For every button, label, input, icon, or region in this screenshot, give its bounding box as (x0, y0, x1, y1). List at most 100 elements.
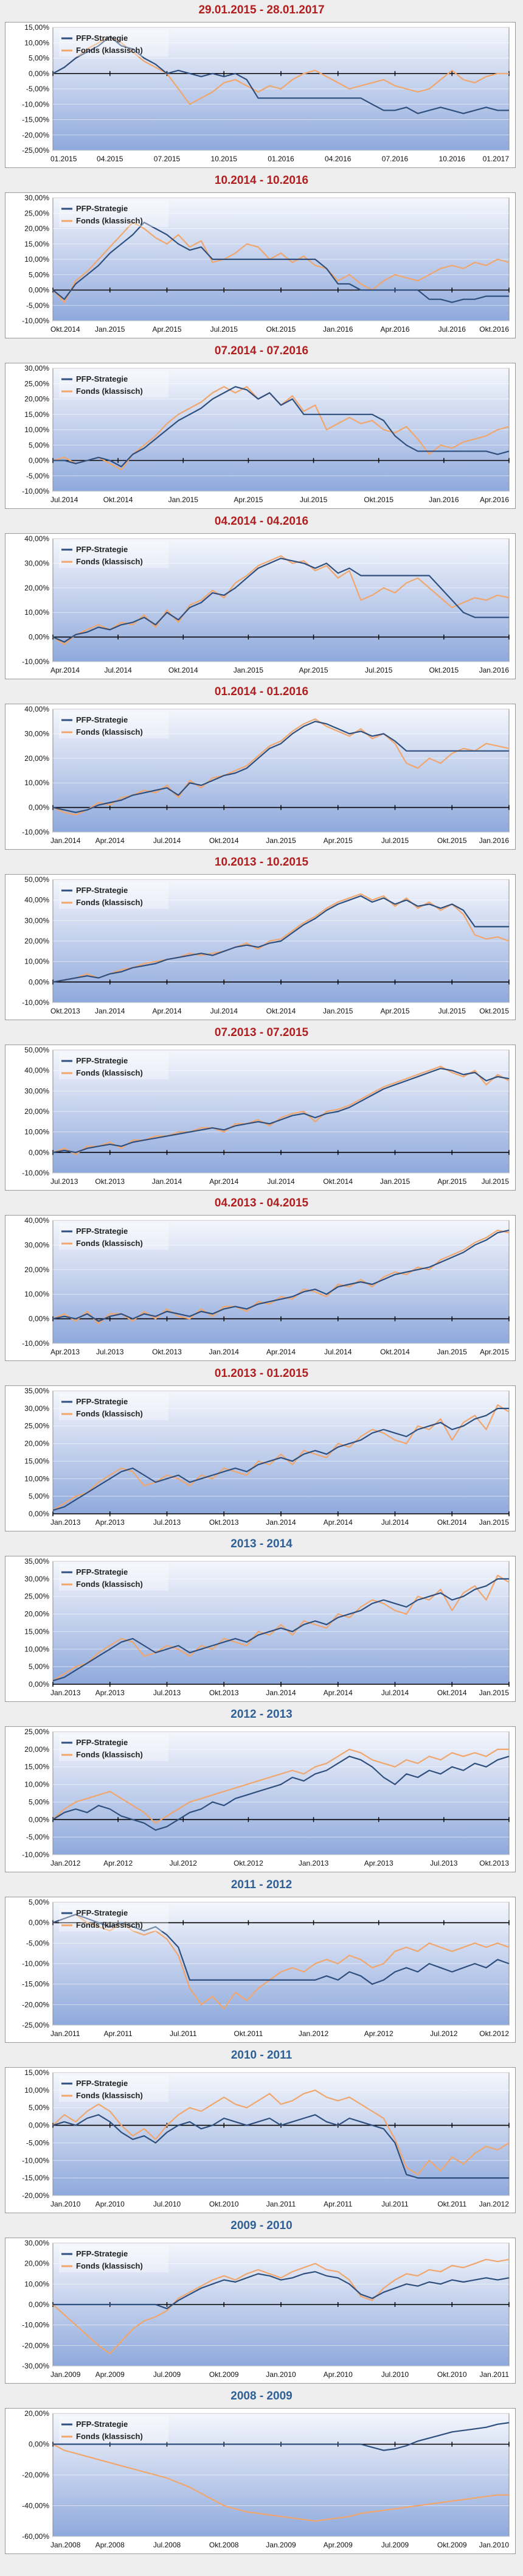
legend (59, 2416, 168, 2443)
x-tick-label: Okt.2014 (323, 1177, 353, 1186)
y-tick-label: 40,00% (24, 534, 49, 543)
x-tick-label: Jan.2010 (479, 2541, 510, 2549)
x-tick-label: Okt.2015 (479, 1007, 509, 1015)
legend (59, 541, 168, 568)
line-chart: -10,00% 0,00% 10,00% 20,00% 30,00% 40,00% 50,0… (22, 875, 510, 1015)
y-tick-label: -10,00% (22, 2156, 49, 2165)
chart-frame: -10,00% 0,00% 10,00% 20,00% 30,00% 40,00% Apr.… (5, 1215, 516, 1361)
chart-title: 2013 - 2014 (230, 1538, 293, 1550)
legend (59, 712, 168, 738)
series-line-fonds (52, 36, 509, 105)
y-tick-label: 40,00% (24, 705, 49, 713)
series-line-pfp (52, 1755, 510, 1831)
y-tick-label: 10,00% (24, 255, 49, 264)
y-tick-label: -10,00% (22, 998, 49, 1007)
x-tick-label: Apr.2010 (324, 2370, 353, 2379)
chart-block-5: 01.2014 - 01.2016 -10,00% 0,00% 10,00% 20,00… (0, 684, 523, 855)
x-tick-label: Apr.2010 (95, 2200, 125, 2208)
x-tick-label: Jan.2014 (209, 1348, 240, 1356)
x-tick-label: Apr.2015 (299, 666, 328, 674)
x-tick-label: Jan.2014 (266, 1518, 296, 1527)
legend-label: Fonds (klassisch) (76, 557, 143, 566)
series-line-fonds (52, 2258, 510, 2354)
y-tick-label: -10,00% (22, 317, 49, 325)
y-tick-label: 20,00% (24, 225, 49, 233)
y-tick-label: 5,00% (29, 270, 49, 279)
x-tick-label: Jul.2014 (381, 1689, 409, 1697)
chart-block-8: 04.2013 - 04.2015 -10,00% 0,00% 10,00% 20,00… (0, 1195, 523, 1366)
x-tick-label: Okt.2012 (479, 2029, 509, 2038)
x-tick-label: Okt.2014 (437, 1518, 467, 1527)
chart-frame: -10,00% -5,00% 0,00% 5,00% 10,00% 15,00% 20,00… (5, 363, 516, 509)
x-tick-label: Okt.2014 (103, 495, 133, 504)
chart-block-14: 2009 - 2010 -30,00% -20,00% -10,00% 0,00% 10,… (0, 2218, 523, 2389)
legend-label: PFP-Strategie (76, 1227, 128, 1236)
x-tick-label: Okt.2016 (479, 325, 509, 334)
plot-area (52, 538, 510, 662)
chart-frame: -25,00% -20,00% -15,00% -10,00% -5,00% 0,00% 5… (5, 1897, 516, 2043)
y-tick-label: -10,00% (22, 2321, 49, 2329)
chart-title: 04.2013 - 04.2015 (214, 1197, 309, 1209)
series-line-fonds (52, 1404, 510, 1511)
legend-label: PFP-Strategie (76, 374, 128, 383)
chart-frame: -10,00% 0,00% 10,00% 20,00% 30,00% 40,00% Jan.… (5, 704, 516, 850)
chart-frame: 0,00% 5,00% 10,00% 15,00% 20,00% 25,00% 30,00%… (5, 1556, 516, 1702)
line-chart: -10,00% 0,00% 10,00% 20,00% 30,00% 40,00% Apr.… (22, 1216, 510, 1356)
x-tick-label: Okt.2010 (209, 2200, 239, 2208)
y-tick-label: 30,00% (24, 559, 49, 567)
legend-label: Fonds (klassisch) (76, 216, 143, 225)
y-tick-label: 5,00% (29, 54, 49, 63)
legend-label: PFP-Strategie (76, 1567, 128, 1577)
x-tick-label: Okt.2011 (234, 2029, 263, 2038)
series-line-pfp (52, 36, 509, 114)
legend-label: Fonds (klassisch) (76, 727, 143, 737)
y-tick-label: -10,00% (22, 487, 49, 495)
x-tick-label: 10.2016 (439, 155, 466, 163)
y-tick-label: 30,00% (24, 2239, 49, 2247)
line-chart: -10,00% 0,00% 10,00% 20,00% 30,00% 40,00% Jan.… (22, 705, 510, 845)
y-tick-label: 20,00% (24, 937, 49, 945)
y-tick-label: 0,00% (29, 457, 49, 465)
chart-block-7: 07.2013 - 07.2015 -10,00% 0,00% 10,00% 20,00… (0, 1025, 523, 1195)
y-tick-label: 10,00% (24, 1780, 49, 1789)
x-tick-label: Okt.2013 (209, 1689, 239, 1697)
chart-frame: -30,00% -20,00% -10,00% 0,00% 10,00% 20,00% 30… (5, 2238, 516, 2384)
x-tick-label: Okt.2013 (95, 1177, 125, 1186)
legend-label: Fonds (klassisch) (76, 898, 143, 907)
x-tick-label: Jan.2015 (437, 1348, 468, 1356)
y-tick-label: -15,00% (22, 1980, 49, 1989)
x-tick-label: Jul.2010 (381, 2370, 409, 2379)
chart-block-1: 29.01.2015 - 28.01.2017 -25,00% -20,00% -15… (0, 2, 523, 173)
legend (59, 1223, 168, 1250)
y-tick-label: 5,00% (29, 1797, 49, 1806)
legend (59, 1393, 168, 1420)
chart-title: 10.2014 - 10.2016 (214, 174, 309, 187)
series-line-fonds (52, 718, 510, 816)
x-tick-label: Apr.2009 (324, 2541, 353, 2549)
y-tick-label: 25,00% (24, 1592, 49, 1601)
y-tick-label: 30,00% (24, 1087, 49, 1095)
y-tick-label: 15,00% (24, 1627, 49, 1636)
chart-title: 07.2013 - 07.2015 (214, 1026, 309, 1039)
x-tick-label: 01.2016 (268, 155, 294, 163)
y-tick-label: 15,00% (24, 1457, 49, 1465)
chart-block-13: 2010 - 2011 -20,00% -15,00% -10,00% -5,00% 0,… (0, 2048, 523, 2218)
y-tick-label: 30,00% (24, 194, 49, 202)
legend-label: PFP-Strategie (76, 1397, 128, 1406)
y-tick-label: 0,00% (29, 69, 49, 78)
y-tick-label: 10,00% (24, 1128, 49, 1136)
y-tick-label: -20,00% (22, 2471, 49, 2479)
y-tick-label: 30,00% (24, 1575, 49, 1583)
series-line-pfp (52, 558, 509, 643)
x-tick-label: Jan.2016 (479, 836, 510, 845)
x-tick-label: Okt.2013 (479, 1859, 509, 1867)
y-tick-label: 20,00% (24, 1107, 49, 1116)
y-tick-label: 20,00% (24, 1610, 49, 1619)
line-chart: -60,00% -40,00% -20,00% 0,00% 20,00% Jan.2008… (22, 2409, 510, 2549)
legend-label: PFP-Strategie (76, 1056, 128, 1065)
y-tick-label: 15,00% (24, 23, 49, 32)
y-tick-label: 30,00% (24, 1241, 49, 1249)
line-chart: -10,00% -5,00% 0,00% 5,00% 10,00% 15,00% 20,00… (22, 364, 510, 504)
y-tick-label: -15,00% (22, 116, 49, 124)
x-tick-label: Jul.2014 (324, 1348, 352, 1356)
